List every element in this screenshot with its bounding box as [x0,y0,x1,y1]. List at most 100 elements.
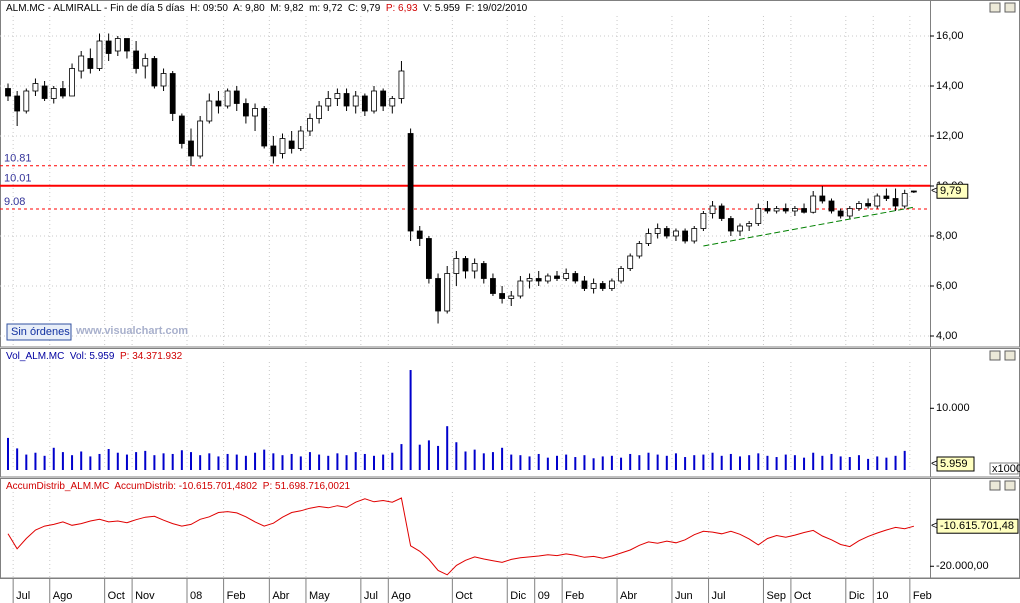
volume-bar [830,453,833,470]
candle-body [856,203,862,209]
candle-body [773,208,780,212]
candle-body [14,95,21,112]
x-tick-label: Jul [364,590,378,602]
candle-body [517,280,524,297]
candle-body [142,58,149,67]
candle-body [50,88,57,99]
candle-body [746,223,753,227]
candle-body [810,195,817,213]
header-segment: Vol_ALM.MC Vol: 5.959 [6,351,115,362]
volume-bar [867,458,870,470]
volume-bar [308,452,311,470]
volume-bar [857,455,860,470]
unit-label: x1000 [992,463,1020,475]
volume-bar [574,457,577,470]
volume-bar [281,455,284,470]
candle-body [151,58,158,87]
y-tick-label: 4,00 [936,330,957,342]
candle-body [206,100,213,122]
candle-body [764,208,771,212]
volume-bar [427,440,430,470]
last-value-label: 5.959 [940,458,968,470]
last-value-box [936,456,975,472]
volume-bar [80,451,83,470]
window-button[interactable] [1004,350,1016,361]
last-value-label: 9,79 [940,185,961,197]
candle-body [819,195,826,202]
candle-body [188,140,194,157]
candle-body [32,83,39,92]
volume-bar [720,455,723,470]
volume-bar [610,455,613,470]
candle-body [645,233,652,244]
last-arrow: < [931,185,937,197]
volume-bar [803,457,806,470]
y-tick-label: 14,00 [936,80,964,92]
volume-bar [455,442,458,470]
candle-body [837,210,844,217]
volume-bar [7,437,9,470]
candle-body [307,118,313,132]
volume-bar [748,455,751,470]
last-arrow: < [931,458,937,470]
volume-bar [61,452,64,470]
candle-body [5,88,11,97]
x-tick-label: 08 [190,590,202,602]
candle-body [87,58,94,69]
volume-bar [199,455,202,470]
window-button[interactable] [989,2,1001,13]
x-tick-label: 09 [538,590,550,602]
volume-bar [171,453,174,470]
window-button[interactable] [1004,480,1016,491]
window-button[interactable] [989,480,1001,491]
window-button[interactable] [1004,2,1016,13]
candle-body [535,278,542,282]
volume-bar [272,453,275,470]
x-tick-label: Ago [53,590,73,602]
y-tick-label: 12,00 [936,130,964,142]
candle-body [416,230,423,239]
candle-body [544,275,551,282]
candle-body [691,228,698,242]
y-tick-label: 6,00 [936,280,957,292]
volume-bar [290,453,293,470]
candle-body [609,280,615,289]
orders-button[interactable] [6,323,72,341]
volume-bar [656,454,659,470]
orders-button-label[interactable]: Sin órdenes [11,326,70,338]
candle-body [910,190,917,193]
volume-bar [89,456,92,470]
volume-bar [437,445,440,470]
volume-bar [839,456,842,470]
candle-body [398,70,405,99]
header-segment: V: 5.959 F: 19/02/2010 [418,3,528,14]
candle-body [297,130,304,149]
candle-body [343,93,350,107]
candle-body [242,103,249,117]
candle-body [654,228,661,234]
x-tick-label: Feb [913,590,932,602]
last-value-box [936,183,969,199]
candle-body [627,255,634,269]
candle-body [69,68,75,97]
volume-bar [638,455,641,470]
candle-body [78,55,85,72]
accum-line [7,497,915,576]
volume-bar [345,455,348,470]
candle-body [371,90,377,112]
volume-bar [363,453,366,470]
volume-bar [43,455,46,470]
window-button[interactable] [989,350,1001,361]
volume-bar [116,452,119,470]
unit-box [989,462,1019,475]
volume-bar [848,457,851,470]
volume-bar [244,455,247,470]
volume-bar [373,455,375,470]
candle-body [261,108,268,147]
volume-bar [510,454,513,470]
candle-body [133,50,140,69]
volume-bar [327,455,330,470]
volume-bar [793,455,796,470]
volume-bar [71,455,74,470]
panel-header: AccumDistrib_ALM.MC AccumDistrib: -10.61… [6,481,351,492]
